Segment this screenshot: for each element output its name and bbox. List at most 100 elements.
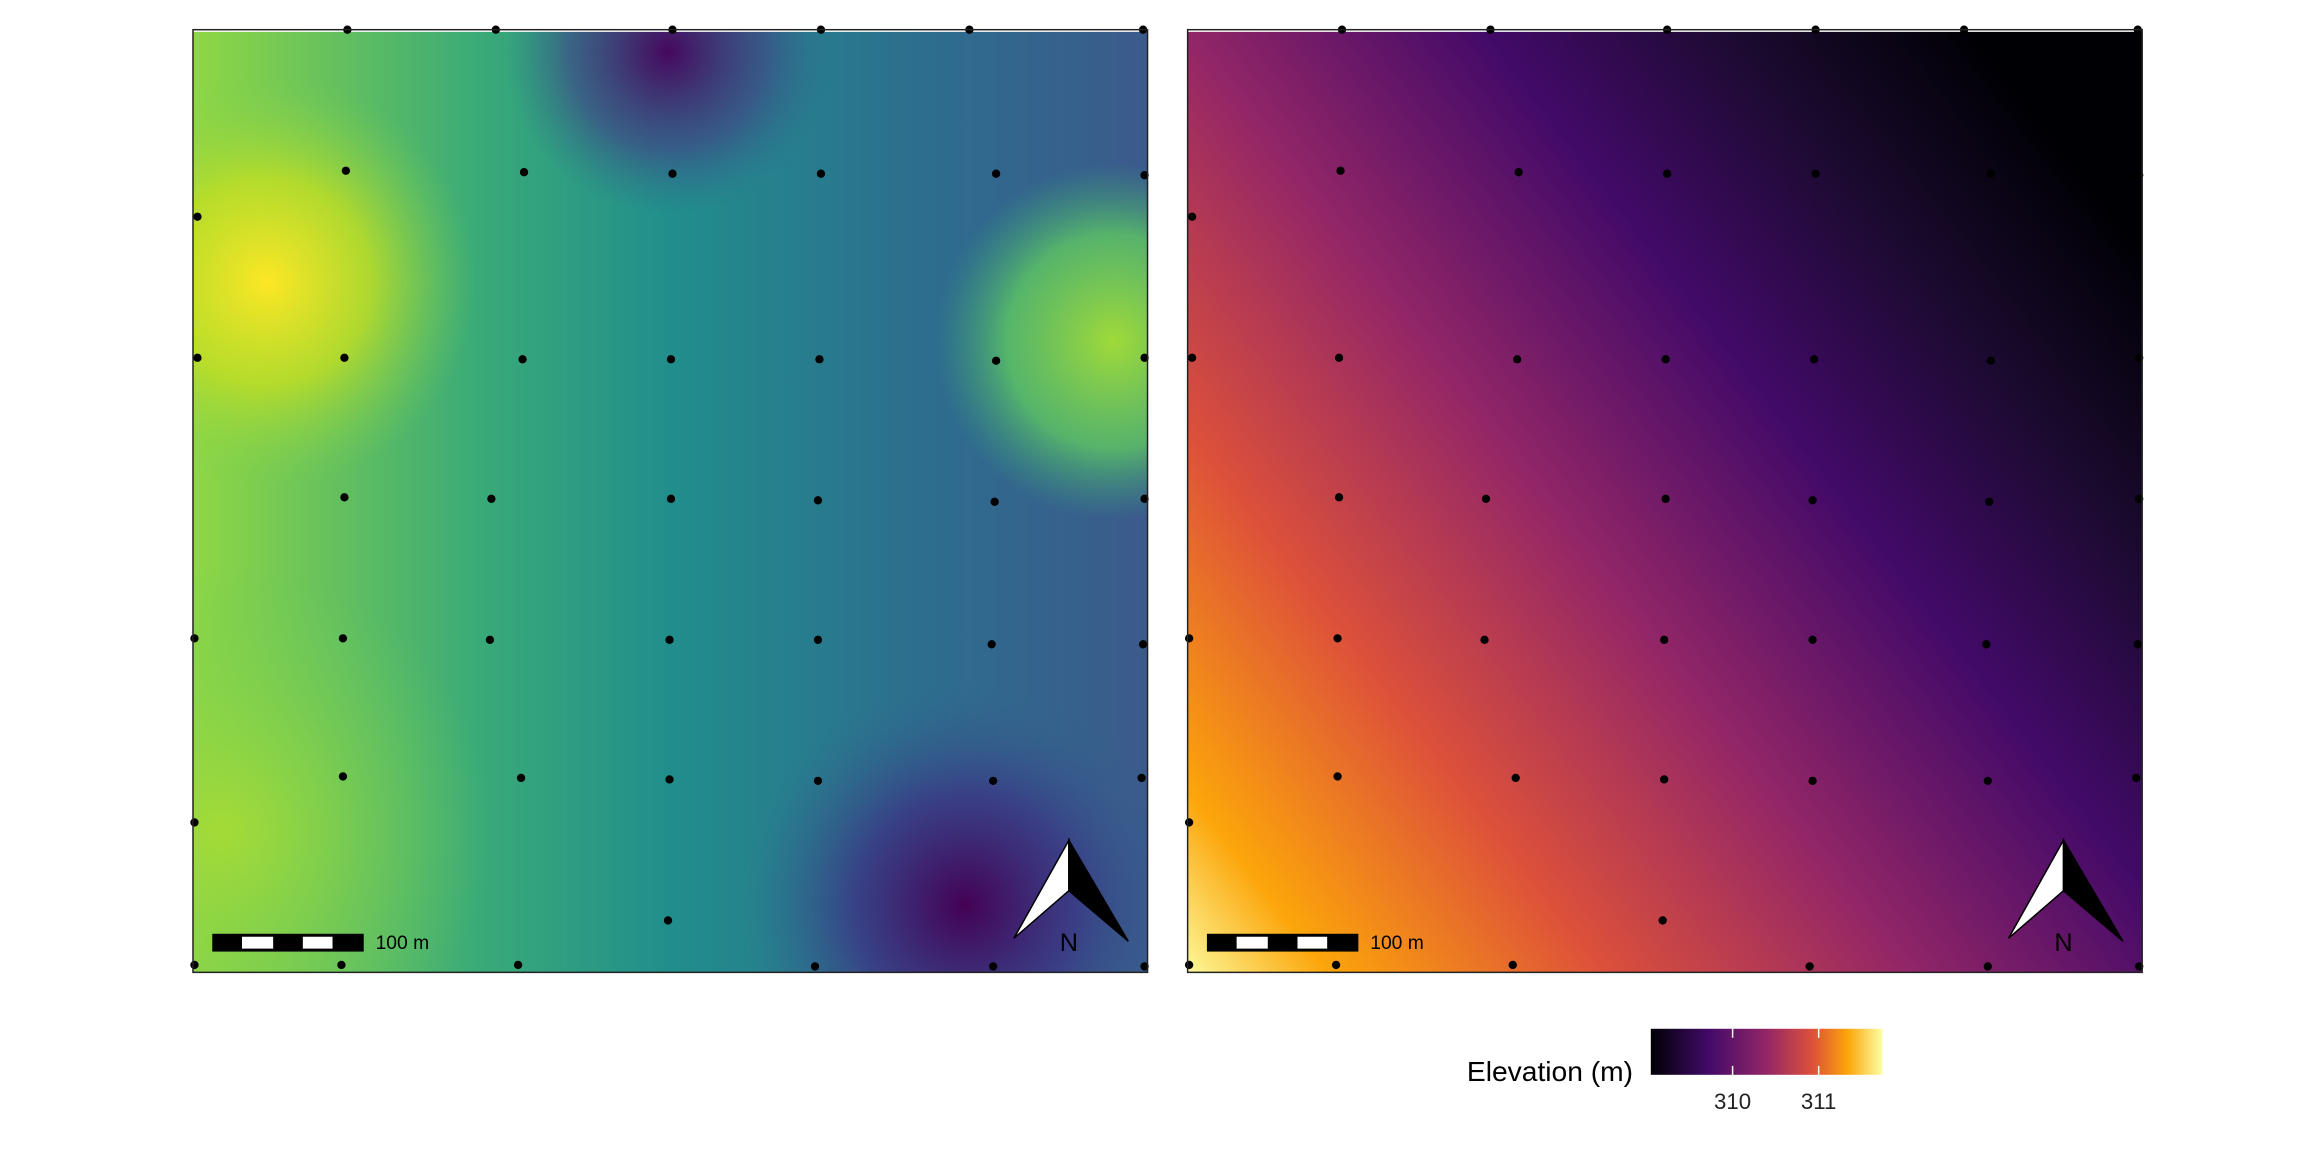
sample-point [190, 818, 199, 827]
scale-bar-label: 100 m [376, 933, 430, 954]
sample-point [1140, 494, 1149, 503]
sample-point [1661, 494, 1670, 503]
sample-point [516, 773, 526, 783]
sample-point [340, 493, 349, 502]
sample-point [1986, 169, 1995, 178]
sample-point [810, 962, 820, 971]
north-label: N [1060, 929, 1078, 957]
sample-point [1480, 635, 1489, 644]
sample-point [1187, 353, 1197, 362]
sample-point [2135, 353, 2144, 362]
sample-point [1511, 773, 1520, 783]
scale-bar [1206, 933, 1359, 952]
sample-point [2135, 962, 2144, 971]
sample-point [813, 635, 823, 644]
sample-point [1982, 640, 1991, 649]
sample-point [1662, 169, 1672, 178]
sample-point [518, 355, 527, 364]
sample-point [193, 353, 202, 362]
sample-point [2135, 171, 2144, 180]
sample-point [665, 775, 674, 784]
sample-point [190, 960, 199, 970]
scale-bar [212, 933, 364, 952]
panel-border [1186, 28, 2143, 974]
sample-point [2135, 494, 2144, 503]
sample-point [991, 169, 1001, 178]
sample-point [1660, 635, 1669, 644]
sample-point [816, 169, 826, 178]
sample-point [338, 772, 348, 781]
sample-point [666, 355, 676, 364]
sample-point [990, 497, 999, 506]
sample-point [2133, 640, 2142, 649]
sample-point [1985, 497, 1994, 506]
sample-point [338, 634, 348, 643]
sample-point [665, 635, 674, 644]
sample-point [1184, 634, 1194, 643]
sample-point [815, 355, 824, 364]
scale-bar-segment [1236, 936, 1268, 949]
sample-point [1140, 962, 1149, 971]
sample-point [988, 776, 998, 786]
colorbar-tick-label: 310 [1714, 1089, 1751, 1114]
legend-title: Elevation (m) [1467, 1055, 1633, 1087]
sample-point [987, 640, 996, 649]
sample-point [1808, 776, 1817, 786]
colorbar-tick-label: 311 [1801, 1089, 1836, 1114]
sample-point [663, 916, 673, 925]
north-arrow-right [1068, 837, 1129, 942]
sample-point [1137, 773, 1146, 783]
sample-point [513, 960, 523, 970]
sample-point [1333, 772, 1342, 781]
sample-point [1661, 355, 1670, 364]
sample-point [813, 496, 823, 505]
overlays: 100 m N 100 m N [190, 25, 2144, 974]
sample-point [1983, 776, 1992, 786]
sample-point [337, 960, 346, 970]
sample-point [1508, 960, 1517, 970]
sample-point [1184, 960, 1194, 970]
sample-point [1333, 634, 1342, 643]
sample-point [1513, 355, 1522, 364]
sample-point [487, 494, 496, 503]
scale-bar-segment [302, 936, 333, 949]
sample-point [1334, 493, 1344, 502]
panel-border [192, 28, 1149, 974]
sample-point [1514, 168, 1523, 177]
sample-point [1986, 356, 1995, 365]
sample-point [1187, 212, 1197, 221]
colorbar [1650, 1028, 1883, 1075]
sample-point [1811, 169, 1820, 178]
north-arrow-right [2062, 837, 2124, 942]
sample-point [1334, 353, 1344, 362]
scale-bar-segment [241, 936, 274, 949]
sample-point [190, 634, 199, 643]
sample-point [1184, 818, 1194, 827]
sample-point [991, 356, 1001, 365]
scale-bar-segment [1297, 936, 1328, 949]
sample-point [988, 962, 998, 971]
legend: Elevation (m) 310 311 [1467, 1028, 1883, 1114]
sample-point [813, 776, 823, 786]
sample-point [193, 212, 202, 221]
sample-point [1140, 353, 1149, 362]
sample-point [340, 353, 349, 362]
sample-point [1336, 166, 1345, 175]
sample-point [1138, 640, 1148, 649]
sample-point [666, 494, 676, 503]
scale-bar-label: 100 m [1370, 933, 1424, 954]
sample-point [1983, 962, 1992, 971]
sample-point [1805, 962, 1814, 971]
sample-point [1808, 635, 1817, 644]
sample-point [519, 168, 529, 177]
sample-point [1658, 916, 1667, 925]
sample-point [1481, 494, 1491, 503]
sample-point [668, 169, 677, 178]
sample-point [1660, 775, 1669, 784]
sample-point [485, 635, 495, 644]
sample-point [1808, 496, 1817, 505]
sample-point [341, 166, 351, 175]
sample-point [1809, 355, 1819, 364]
sample-point [2132, 773, 2141, 783]
